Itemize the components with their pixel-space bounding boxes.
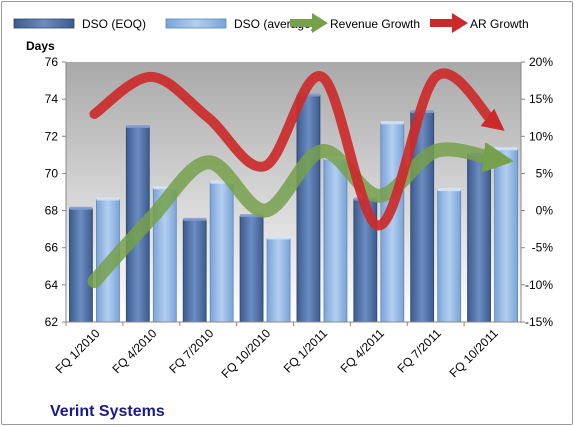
legend-label: AR Growth [470,17,529,31]
bar-dso-eoq [296,95,321,323]
y-tick-label: 74 [45,92,59,106]
legend-arrowhead [452,13,468,33]
x-tick-label: FQ 10/2011 [447,326,501,380]
bar-top-cap [380,121,404,125]
legend-label: DSO (EOQ) [82,17,146,31]
bar-dso-average [323,158,348,323]
x-tick-label: FQ 4/2011 [338,326,388,376]
legend: DSO (EOQ) DSO (average) Revenue Growth AR G… [13,13,529,33]
x-tick-label: FQ 1/2010 [53,326,103,376]
bar-top-cap [296,93,320,97]
bar-dso-eoq [239,215,264,323]
legend-arrowhead [312,13,328,33]
bar-top-cap [69,206,93,210]
bar-dso-average [437,189,462,323]
y-tick-label: 76 [45,55,59,69]
y2-axis-ticks: -15% -10% -5% 0% 5% 10% 15% 20% [521,55,553,329]
line-ar-growth [89,68,505,231]
lines [87,68,514,289]
legend-revenue-growth: Revenue Growth [290,13,420,33]
legend-swatch [13,18,75,29]
y-tick-label: 72 [45,129,59,143]
bar-dso-eoq [69,208,93,323]
y-tick-label: 64 [45,278,59,292]
legend-swatch [165,18,227,29]
bar-top-cap [240,214,264,218]
y2-tick-label: 15% [529,92,553,106]
y2-tick-label: 5% [536,166,554,180]
y2-tick-label: -10% [525,278,553,292]
x-tick-label: FQ 7/2011 [394,326,444,376]
legend-label: Revenue Growth [330,17,420,31]
bar-top-cap [267,236,291,240]
bar-dso-average [266,238,291,323]
y-tick-label: 68 [45,204,59,218]
x-tick-label: FQ 10/2010 [218,326,273,381]
y2-tick-label: 10% [529,129,553,143]
y2-tick-label: 20% [529,55,553,69]
company-label: Verint Systems [50,403,165,420]
bar-top-cap [153,186,177,190]
y2-tick-label: -15% [525,315,553,329]
x-tick-label: FQ 4/2010 [109,326,159,376]
y-axis-ticks: 62 64 66 68 70 72 74 76 [45,55,66,329]
y-axis-label: Days [26,39,55,53]
bar-top-cap [126,125,150,128]
y2-tick-label: -5% [532,241,554,255]
bar-top-cap [494,147,518,151]
legend-dso-eoq: DSO (EOQ) [13,17,146,31]
y-tick-label: 70 [45,166,59,180]
legend-ar-growth: AR Growth [430,13,529,33]
bar-dso-average [494,148,518,323]
bar-dso-eoq [182,219,207,323]
x-tick-label: FQ 1/2011 [281,326,331,376]
bar-dso-average [209,182,234,323]
x-tick-label: FQ 7/2010 [166,326,216,376]
line-revenue-growth [87,142,514,289]
bar-top-cap [183,217,207,221]
bar-top-cap [437,188,461,192]
y2-tick-label: 0% [536,204,554,218]
y-tick-label: 66 [45,241,59,255]
bar-top-cap [96,197,120,201]
bar-top-cap [210,180,234,184]
x-axis-ticks: FQ 1/2010 FQ 4/2010 FQ 7/2010 FQ 10/2010 FQ … [53,322,501,381]
y-tick-label: 62 [45,315,59,329]
bar-dso-eoq [467,154,491,323]
